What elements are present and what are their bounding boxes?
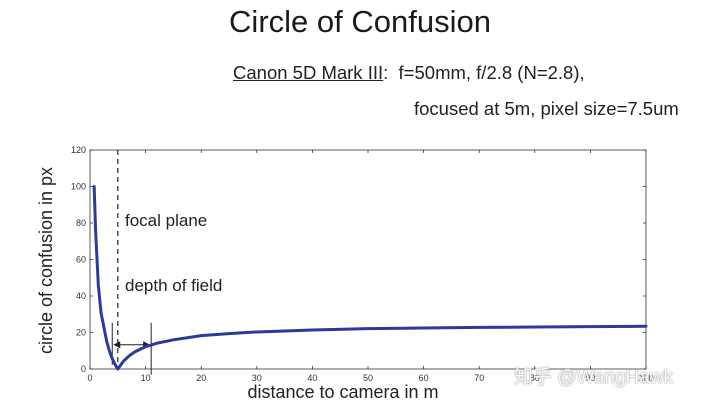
x-tick-label-5: 50 xyxy=(363,373,373,383)
y-tick-label-4: 80 xyxy=(76,218,86,228)
y-tick-label-2: 40 xyxy=(76,291,86,301)
x-axis-label: distance to camera in m xyxy=(247,382,438,402)
x-tick-label-10: 100 xyxy=(638,373,653,383)
dof-arrow-head-left xyxy=(113,341,121,349)
camera-info-line2: focused at 5m, pixel size=7.5um xyxy=(414,98,679,119)
dof-label: depth of field xyxy=(125,276,222,295)
focal-plane-label: focal plane xyxy=(125,211,207,230)
x-tick-label-7: 70 xyxy=(474,373,484,383)
slide-title: Circle of Confusion xyxy=(229,4,491,39)
series-line-0 xyxy=(92,185,648,371)
x-tick-label-8: 80 xyxy=(530,373,540,383)
watermark: 知乎 @WangHawk xyxy=(514,367,674,388)
y-tick-label-0: 0 xyxy=(81,364,86,374)
x-tick-label-2: 20 xyxy=(196,373,206,383)
y-tick-label-6: 120 xyxy=(71,145,86,155)
x-tick-label-6: 60 xyxy=(419,373,429,383)
camera-model: Canon 5D Mark III xyxy=(233,62,384,83)
camera-params-1: f=50mm, f/2.8 (N=2.8), xyxy=(398,62,585,83)
y-axis-label: circle of confusion in px xyxy=(36,167,56,354)
plot-frame xyxy=(89,149,647,370)
camera-sep: : xyxy=(383,62,389,83)
x-tick-label-3: 30 xyxy=(252,373,262,383)
x-tick-label-0: 0 xyxy=(87,373,92,383)
x-tick-label-4: 40 xyxy=(307,373,317,383)
x-tick-label-1: 10 xyxy=(141,373,151,383)
camera-info-line1: Canon 5D Mark III: f=50mm, f/2.8 (N=2.8)… xyxy=(233,62,585,84)
y-tick-label-3: 60 xyxy=(76,255,86,265)
x-tick-label-9: 90 xyxy=(585,373,595,383)
y-tick-label-5: 100 xyxy=(71,182,86,192)
y-tick-label-1: 20 xyxy=(76,328,86,338)
